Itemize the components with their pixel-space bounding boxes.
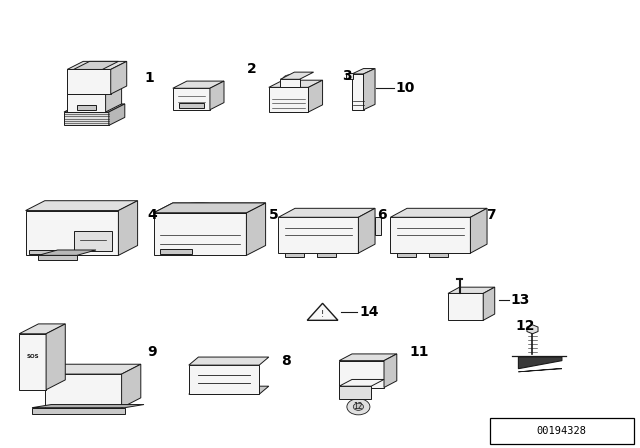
Polygon shape bbox=[280, 79, 300, 87]
Polygon shape bbox=[352, 74, 364, 110]
Polygon shape bbox=[308, 80, 323, 112]
Polygon shape bbox=[118, 201, 138, 255]
Polygon shape bbox=[358, 208, 375, 253]
Polygon shape bbox=[111, 61, 127, 94]
Polygon shape bbox=[429, 253, 448, 257]
Polygon shape bbox=[210, 81, 224, 110]
Polygon shape bbox=[154, 203, 246, 213]
Text: 11: 11 bbox=[410, 345, 429, 359]
Text: 00194328: 00194328 bbox=[536, 426, 587, 435]
Text: 4: 4 bbox=[147, 208, 157, 222]
Circle shape bbox=[35, 215, 68, 238]
Polygon shape bbox=[154, 203, 266, 213]
Polygon shape bbox=[38, 250, 96, 255]
Polygon shape bbox=[45, 364, 141, 374]
Polygon shape bbox=[38, 255, 77, 260]
Polygon shape bbox=[26, 201, 138, 211]
Polygon shape bbox=[483, 287, 495, 320]
Polygon shape bbox=[77, 105, 96, 110]
Polygon shape bbox=[19, 324, 65, 334]
Polygon shape bbox=[109, 104, 125, 125]
Polygon shape bbox=[390, 217, 470, 253]
Polygon shape bbox=[339, 354, 397, 361]
Polygon shape bbox=[527, 325, 538, 334]
Polygon shape bbox=[122, 364, 141, 408]
Text: 2: 2 bbox=[246, 62, 256, 77]
Polygon shape bbox=[74, 231, 112, 251]
Polygon shape bbox=[189, 386, 269, 394]
Polygon shape bbox=[339, 386, 371, 399]
Circle shape bbox=[42, 220, 60, 233]
Polygon shape bbox=[19, 334, 46, 390]
Text: 14: 14 bbox=[360, 305, 379, 319]
Polygon shape bbox=[173, 88, 210, 110]
Polygon shape bbox=[26, 211, 118, 255]
Bar bbox=[490, 418, 634, 444]
Polygon shape bbox=[518, 369, 562, 372]
Polygon shape bbox=[246, 203, 266, 255]
Polygon shape bbox=[280, 72, 314, 79]
Text: 3: 3 bbox=[342, 69, 352, 83]
Polygon shape bbox=[45, 374, 122, 408]
Polygon shape bbox=[384, 354, 397, 388]
Polygon shape bbox=[448, 293, 483, 320]
Polygon shape bbox=[375, 217, 381, 235]
Polygon shape bbox=[106, 86, 122, 112]
Polygon shape bbox=[269, 87, 308, 112]
Polygon shape bbox=[67, 61, 127, 69]
Polygon shape bbox=[189, 357, 269, 365]
Polygon shape bbox=[154, 203, 266, 213]
Polygon shape bbox=[32, 408, 125, 414]
Polygon shape bbox=[154, 213, 246, 255]
Text: 13: 13 bbox=[511, 293, 530, 307]
Text: 10: 10 bbox=[396, 81, 415, 95]
Polygon shape bbox=[339, 379, 384, 386]
Circle shape bbox=[283, 75, 296, 84]
Text: 12: 12 bbox=[354, 402, 363, 411]
Polygon shape bbox=[32, 405, 144, 408]
Polygon shape bbox=[364, 69, 375, 110]
Polygon shape bbox=[352, 69, 375, 74]
Circle shape bbox=[353, 403, 364, 410]
Bar bbox=[22, 340, 42, 383]
Polygon shape bbox=[317, 253, 336, 257]
Polygon shape bbox=[397, 253, 416, 257]
Text: 8: 8 bbox=[282, 353, 291, 368]
Polygon shape bbox=[189, 365, 259, 394]
Text: 12: 12 bbox=[515, 319, 534, 333]
Polygon shape bbox=[160, 249, 192, 254]
Polygon shape bbox=[67, 86, 122, 94]
Polygon shape bbox=[278, 217, 358, 253]
Polygon shape bbox=[29, 250, 61, 254]
Polygon shape bbox=[278, 208, 375, 217]
Text: SOS: SOS bbox=[26, 353, 39, 359]
Text: 7: 7 bbox=[486, 208, 496, 222]
Text: 5: 5 bbox=[269, 208, 278, 222]
Circle shape bbox=[61, 383, 86, 401]
Text: 9: 9 bbox=[147, 345, 157, 359]
Text: 1: 1 bbox=[144, 71, 154, 86]
Polygon shape bbox=[67, 94, 106, 112]
Polygon shape bbox=[339, 361, 384, 388]
Polygon shape bbox=[346, 73, 353, 79]
Polygon shape bbox=[518, 357, 562, 369]
Polygon shape bbox=[285, 253, 304, 257]
Polygon shape bbox=[307, 303, 338, 320]
Text: 6: 6 bbox=[378, 208, 387, 222]
Polygon shape bbox=[67, 69, 111, 94]
Polygon shape bbox=[74, 61, 118, 69]
Bar bbox=[75, 78, 94, 90]
Polygon shape bbox=[269, 80, 323, 87]
Circle shape bbox=[347, 399, 370, 415]
Polygon shape bbox=[179, 103, 204, 108]
Polygon shape bbox=[470, 208, 487, 253]
Polygon shape bbox=[46, 324, 65, 390]
Polygon shape bbox=[390, 208, 487, 217]
Polygon shape bbox=[448, 287, 495, 293]
Polygon shape bbox=[173, 81, 224, 88]
Text: !: ! bbox=[321, 310, 324, 319]
Polygon shape bbox=[64, 104, 125, 112]
Polygon shape bbox=[64, 112, 109, 125]
